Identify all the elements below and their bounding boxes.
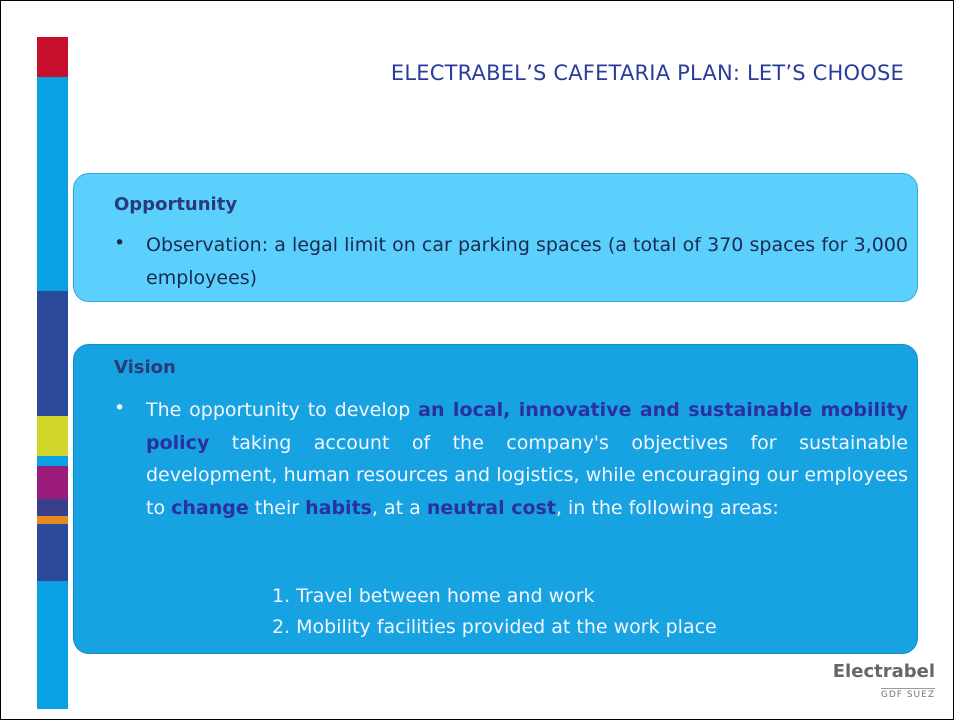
color-bar (37, 499, 68, 516)
bold-run: an local, innovative and sustainable mob… (146, 399, 909, 454)
box-heading: Opportunity (114, 194, 238, 215)
opportunity-box: Opportunity • Observation: a legal limit… (73, 173, 918, 302)
text-run: their (248, 496, 306, 519)
text-run: , in the following areas: (555, 496, 779, 519)
text-run: , at a (371, 496, 427, 519)
text-run: taking account of the company's objectiv… (146, 431, 908, 519)
color-bar (37, 524, 68, 581)
list-item: 2. Mobility facilities provided at the w… (272, 616, 717, 638)
bullet-text: The opportunity to develop an local, inn… (146, 394, 908, 524)
color-bar (37, 456, 68, 466)
color-bar (37, 581, 68, 709)
color-bar (37, 291, 68, 416)
bullet-dot: • (114, 397, 126, 419)
bold-run: change (171, 496, 249, 519)
slide-title: ELECTRABEL’S CAFETARIA PLAN: LET’S CHOOS… (390, 61, 904, 85)
bullet-dot: • (114, 232, 126, 254)
list-item: 1. Travel between home and work (272, 585, 595, 607)
vision-box: Vision • The opportunity to develop an l… (73, 344, 918, 654)
bold-run: habits (305, 496, 372, 519)
color-bar (37, 466, 68, 499)
color-bar (37, 37, 68, 77)
logo: Electrabel GDF SUEZ (833, 661, 935, 701)
bold-run: neutral cost (426, 496, 556, 519)
logo-sub: GDF SUEZ (880, 688, 935, 700)
color-bar (37, 77, 68, 291)
color-bar (37, 516, 68, 524)
text-run: The opportunity to develop (146, 399, 419, 421)
color-bar (37, 416, 68, 456)
box-heading: Vision (114, 357, 176, 378)
logo-name: Electrabel (832, 661, 935, 682)
bullet-text: Observation: a legal limit on car parkin… (146, 234, 908, 289)
